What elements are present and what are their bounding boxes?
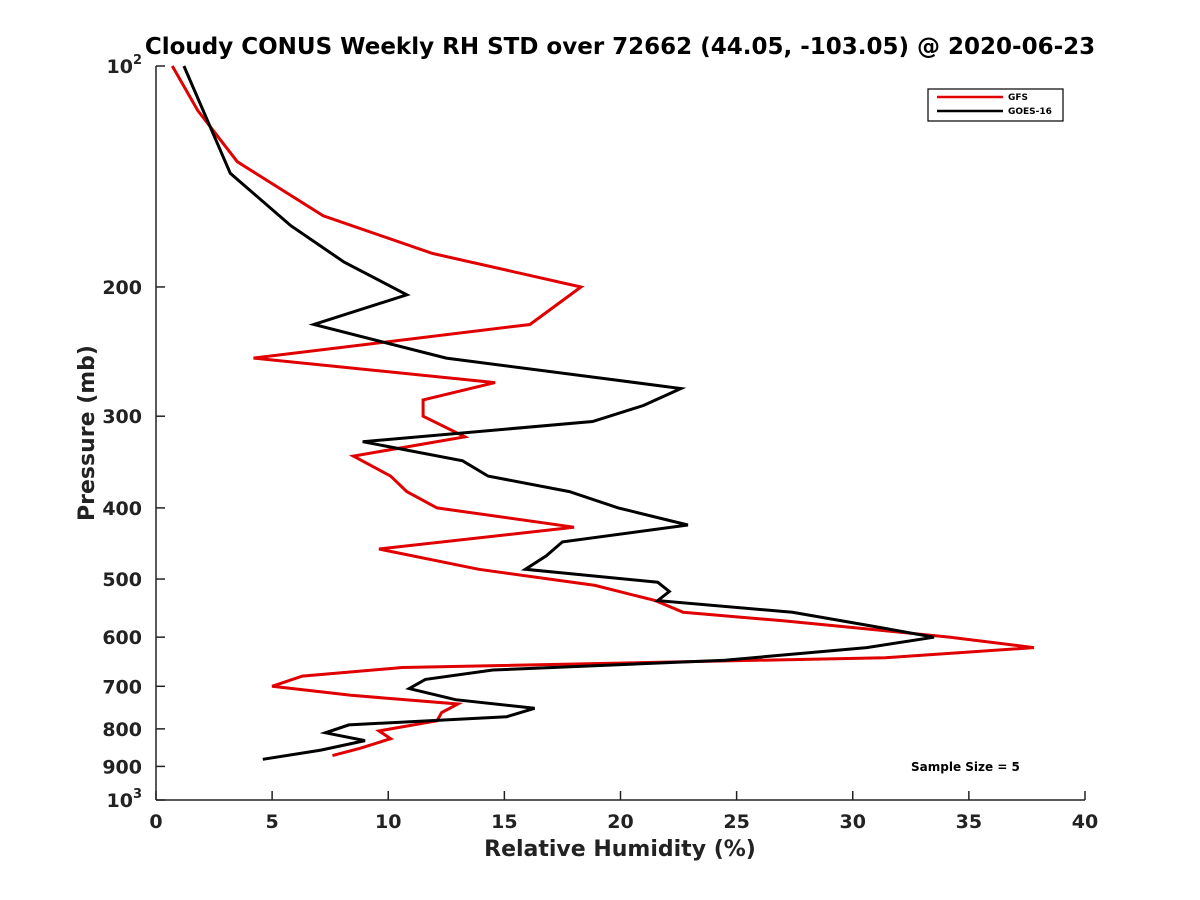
series-line-gfs <box>170 65 1035 758</box>
x-tick-label: 35 <box>956 811 982 833</box>
series-line-goes16 <box>182 65 935 761</box>
series-layer <box>170 65 1035 761</box>
y-tick-label: 103 <box>107 787 143 812</box>
legend-box <box>927 88 1064 122</box>
legend: GFS GOES-16 <box>927 88 1064 122</box>
x-tick-label: 30 <box>840 811 866 833</box>
x-tick-label: 20 <box>607 811 633 833</box>
x-axis-label: Relative Humidity (%) <box>484 837 756 862</box>
y-tick-label: 300 <box>102 406 142 428</box>
x-tick-label: 15 <box>491 811 517 833</box>
y-tick-label: 900 <box>102 756 142 778</box>
y-tick-label: 700 <box>102 676 142 698</box>
legend-label-goes16: GOES-16 <box>1008 107 1052 117</box>
y-tick-label: 500 <box>102 569 142 591</box>
y-tick-label: 800 <box>102 719 142 741</box>
y-tick-label: 102 <box>107 53 143 78</box>
y-tick-label: 200 <box>102 277 142 299</box>
x-axis-ticks: 0 5 10 15 20 25 30 35 40 <box>149 791 1098 833</box>
x-tick-label: 40 <box>1072 811 1098 833</box>
sample-size-annotation: Sample Size = 5 <box>911 760 1020 774</box>
legend-label-gfs: GFS <box>1008 93 1028 103</box>
y-tick-label: 400 <box>102 498 142 520</box>
y-tick-label: 600 <box>102 627 142 649</box>
y-axis-ticks: 102 200 300 400 500 600 700 800 900 103 <box>102 53 165 812</box>
x-tick-label: 10 <box>375 811 401 833</box>
chart-title: Cloudy CONUS Weekly RH STD over 72662 (4… <box>145 34 1095 60</box>
y-axis-label: Pressure (mb) <box>75 345 100 521</box>
x-tick-label: 0 <box>149 811 162 833</box>
x-tick-label: 5 <box>266 811 279 833</box>
x-tick-label: 25 <box>723 811 749 833</box>
